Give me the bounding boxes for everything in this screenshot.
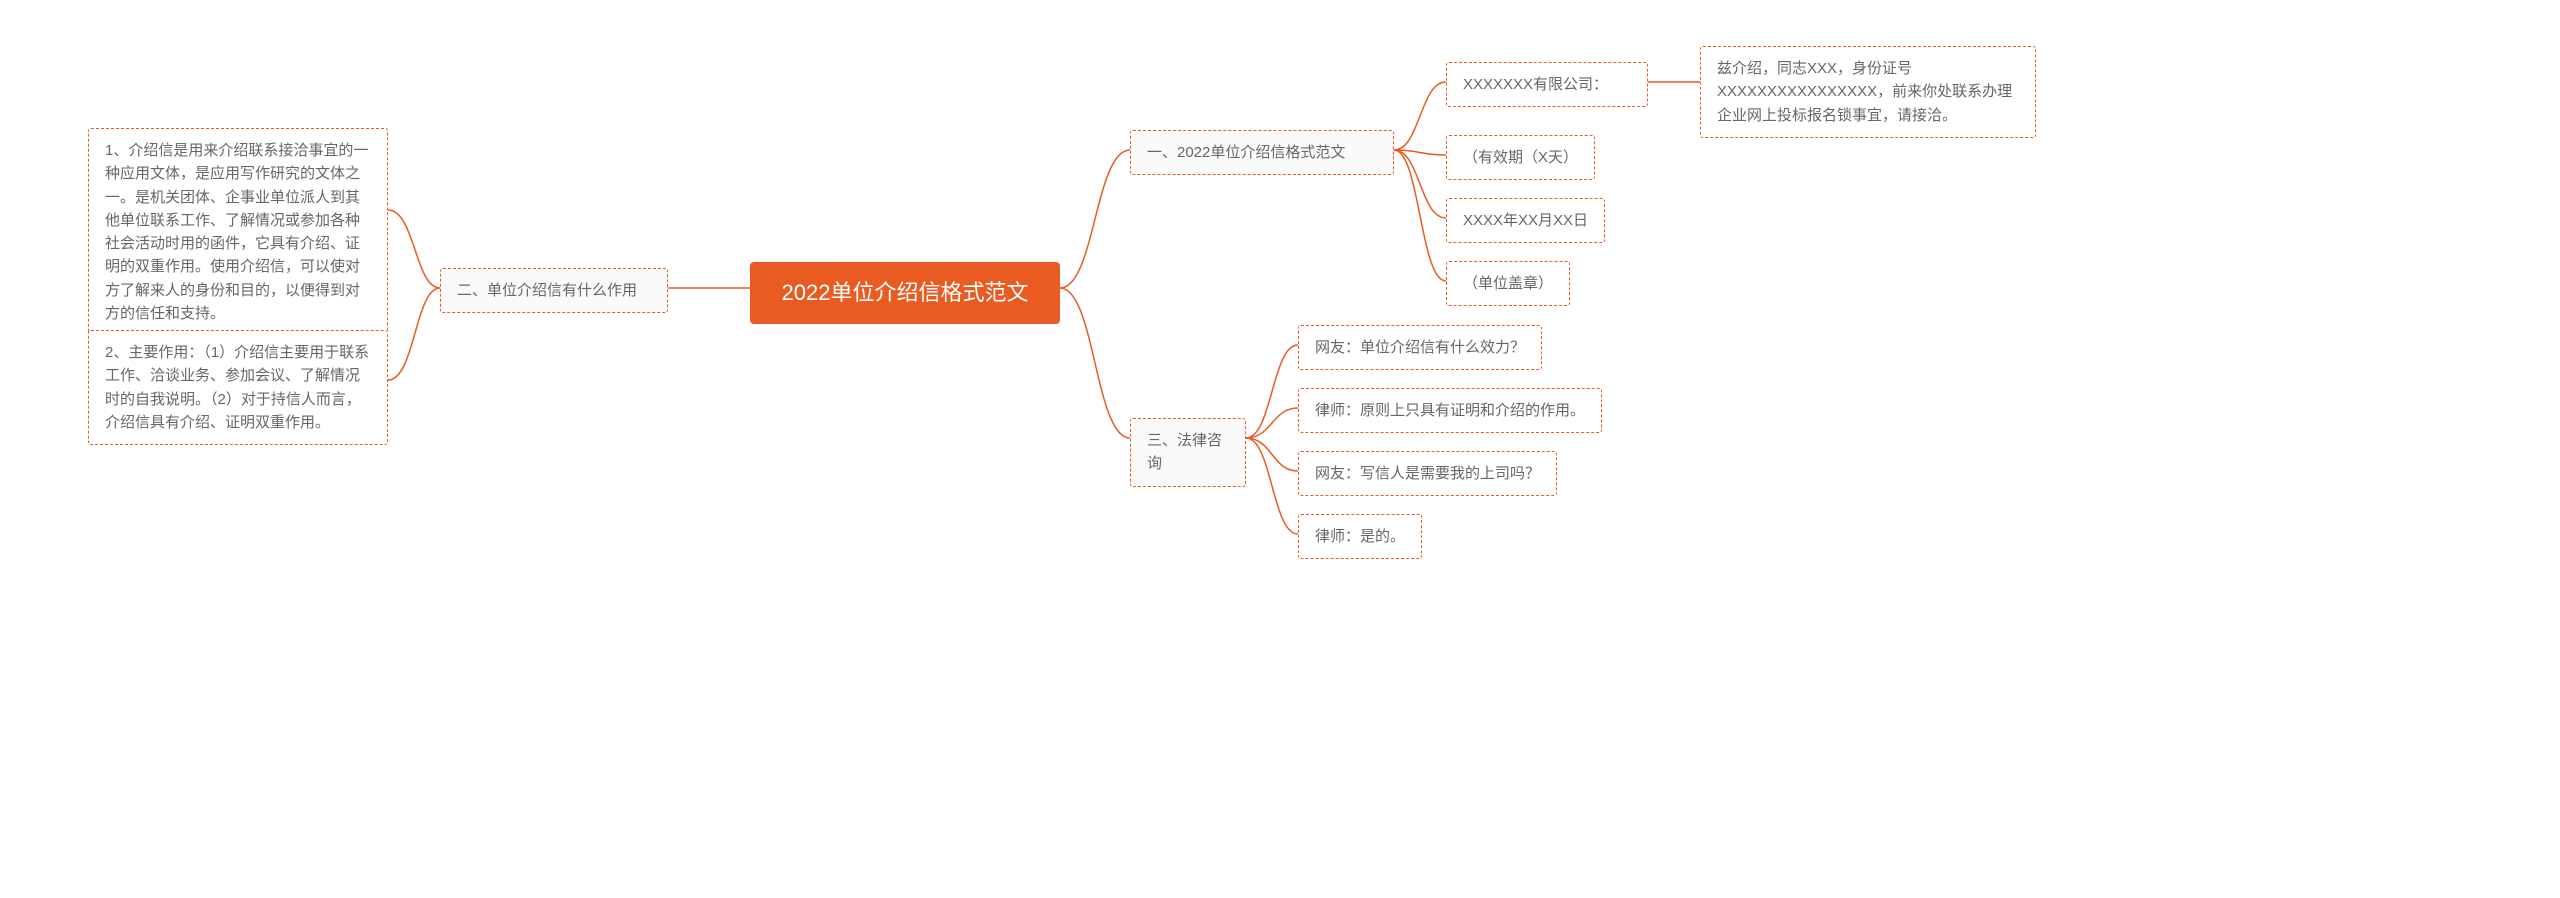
leaf-a2: 律师：是的。: [1298, 514, 1422, 559]
leaf-q2: 网友：写信人是需要我的上司吗？: [1298, 451, 1557, 496]
leaf-intro-text: 兹介绍，同志XXX，身份证号XXXXXXXXXXXXXXXX，前来你处联系办理企…: [1700, 46, 2036, 138]
leaf-stamp: （单位盖章）: [1446, 261, 1570, 306]
leaf-usage-1: 1、介绍信是用来介绍联系接洽事宜的一种应用文体，是应用写作研究的文体之一。是机关…: [88, 128, 388, 336]
leaf-usage-2: 2、主要作用：（1）介绍信主要用于联系工作、洽谈业务、参加会议、了解情况时的自我…: [88, 330, 388, 445]
branch-usage: 二、单位介绍信有什么作用: [440, 268, 668, 313]
leaf-q1: 网友：单位介绍信有什么效力？: [1298, 325, 1542, 370]
branch-format: 一、2022单位介绍信格式范文: [1130, 130, 1394, 175]
root-node: 2022单位介绍信格式范文: [750, 262, 1060, 324]
leaf-a1: 律师：原则上只具有证明和介绍的作用。: [1298, 388, 1602, 433]
leaf-date: XXXX年XX月XX日: [1446, 198, 1605, 243]
branch-legal: 三、法律咨询: [1130, 418, 1246, 487]
leaf-company: XXXXXXX有限公司：: [1446, 62, 1648, 107]
leaf-validity: （有效期（X天）: [1446, 135, 1595, 180]
